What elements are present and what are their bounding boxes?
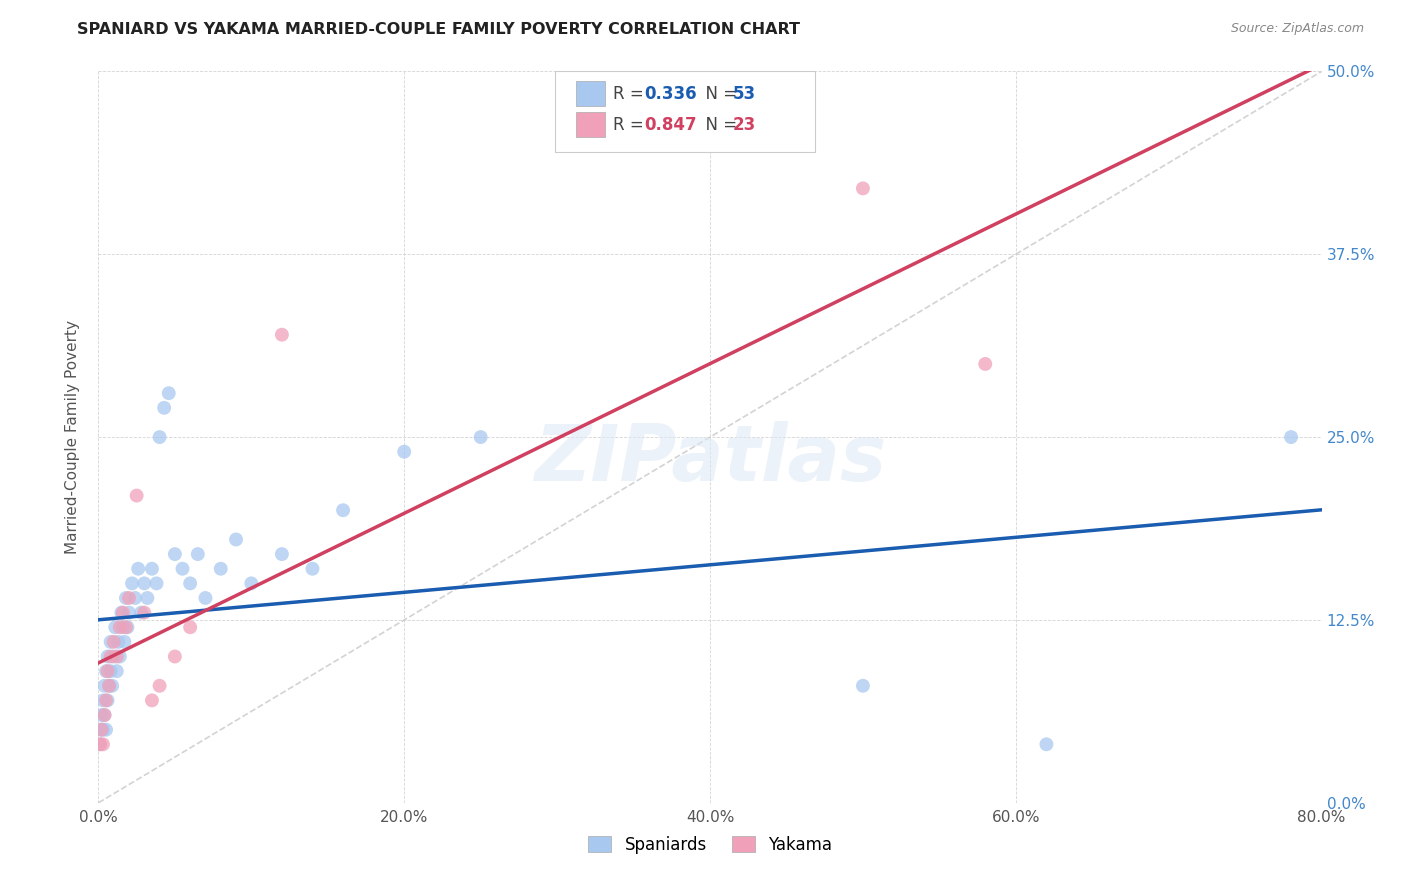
Point <box>141 562 163 576</box>
Point <box>111 620 134 634</box>
Point <box>94 723 117 737</box>
Point <box>179 620 201 634</box>
Point <box>125 489 148 503</box>
Point <box>332 503 354 517</box>
Point <box>97 649 120 664</box>
Point <box>90 723 112 737</box>
Point <box>225 533 247 547</box>
Point <box>974 357 997 371</box>
Point <box>852 679 875 693</box>
Point <box>136 591 159 605</box>
Point <box>91 723 114 737</box>
Text: 23: 23 <box>733 116 756 134</box>
Point <box>163 547 186 561</box>
Point <box>98 679 121 693</box>
Point <box>98 679 121 693</box>
Point <box>172 562 194 576</box>
Point <box>157 386 180 401</box>
Point <box>134 576 156 591</box>
Point <box>1279 430 1302 444</box>
Point <box>121 576 143 591</box>
Point <box>111 606 134 620</box>
Text: ZIPatlas: ZIPatlas <box>534 421 886 497</box>
Point <box>110 606 132 620</box>
Point <box>100 664 122 678</box>
Point <box>97 693 120 707</box>
Point <box>105 664 128 678</box>
Point <box>91 737 114 751</box>
Y-axis label: Married-Couple Family Poverty: Married-Couple Family Poverty <box>65 320 80 554</box>
Point <box>209 562 232 576</box>
Point <box>107 635 129 649</box>
Point <box>270 547 292 561</box>
Point <box>89 737 111 751</box>
Text: 0.847: 0.847 <box>644 116 696 134</box>
Text: R =: R = <box>613 116 650 134</box>
Point <box>100 649 122 664</box>
Point <box>270 327 292 342</box>
Point <box>112 635 135 649</box>
Point <box>115 620 138 634</box>
Point <box>103 635 125 649</box>
Point <box>108 649 131 664</box>
Point <box>149 679 172 693</box>
Point <box>301 562 323 576</box>
Text: Source: ZipAtlas.com: Source: ZipAtlas.com <box>1230 22 1364 36</box>
Point <box>93 679 115 693</box>
Point <box>89 737 111 751</box>
Point <box>100 635 122 649</box>
Text: R =: R = <box>613 85 650 103</box>
Point <box>153 401 176 415</box>
Point <box>104 620 127 634</box>
Text: 0.336: 0.336 <box>644 85 696 103</box>
Point <box>118 591 141 605</box>
Point <box>90 708 112 723</box>
Point <box>94 693 117 707</box>
Text: 53: 53 <box>733 85 755 103</box>
Point <box>91 693 114 707</box>
Point <box>97 664 120 678</box>
Point <box>90 723 112 737</box>
Point <box>103 649 125 664</box>
Point <box>101 679 124 693</box>
Point <box>115 591 138 605</box>
Point <box>118 606 141 620</box>
Point <box>129 606 152 620</box>
Point <box>392 444 416 458</box>
Point <box>134 606 156 620</box>
Point <box>93 708 115 723</box>
Text: N =: N = <box>695 116 742 134</box>
Point <box>852 181 875 195</box>
Point <box>163 649 186 664</box>
Text: N =: N = <box>695 85 742 103</box>
Point <box>194 591 217 605</box>
Point <box>145 576 167 591</box>
Point <box>94 664 117 678</box>
Point <box>470 430 492 444</box>
Point <box>108 620 131 634</box>
Point <box>127 562 149 576</box>
Point <box>117 620 139 634</box>
Legend: Spaniards, Yakama: Spaniards, Yakama <box>581 829 839 860</box>
Point <box>124 591 146 605</box>
Point <box>240 576 263 591</box>
Point <box>141 693 163 707</box>
Point <box>1035 737 1057 751</box>
Point <box>105 649 128 664</box>
Point <box>93 708 115 723</box>
Point <box>179 576 201 591</box>
Point <box>187 547 209 561</box>
Text: SPANIARD VS YAKAMA MARRIED-COUPLE FAMILY POVERTY CORRELATION CHART: SPANIARD VS YAKAMA MARRIED-COUPLE FAMILY… <box>77 22 800 37</box>
Point <box>149 430 172 444</box>
